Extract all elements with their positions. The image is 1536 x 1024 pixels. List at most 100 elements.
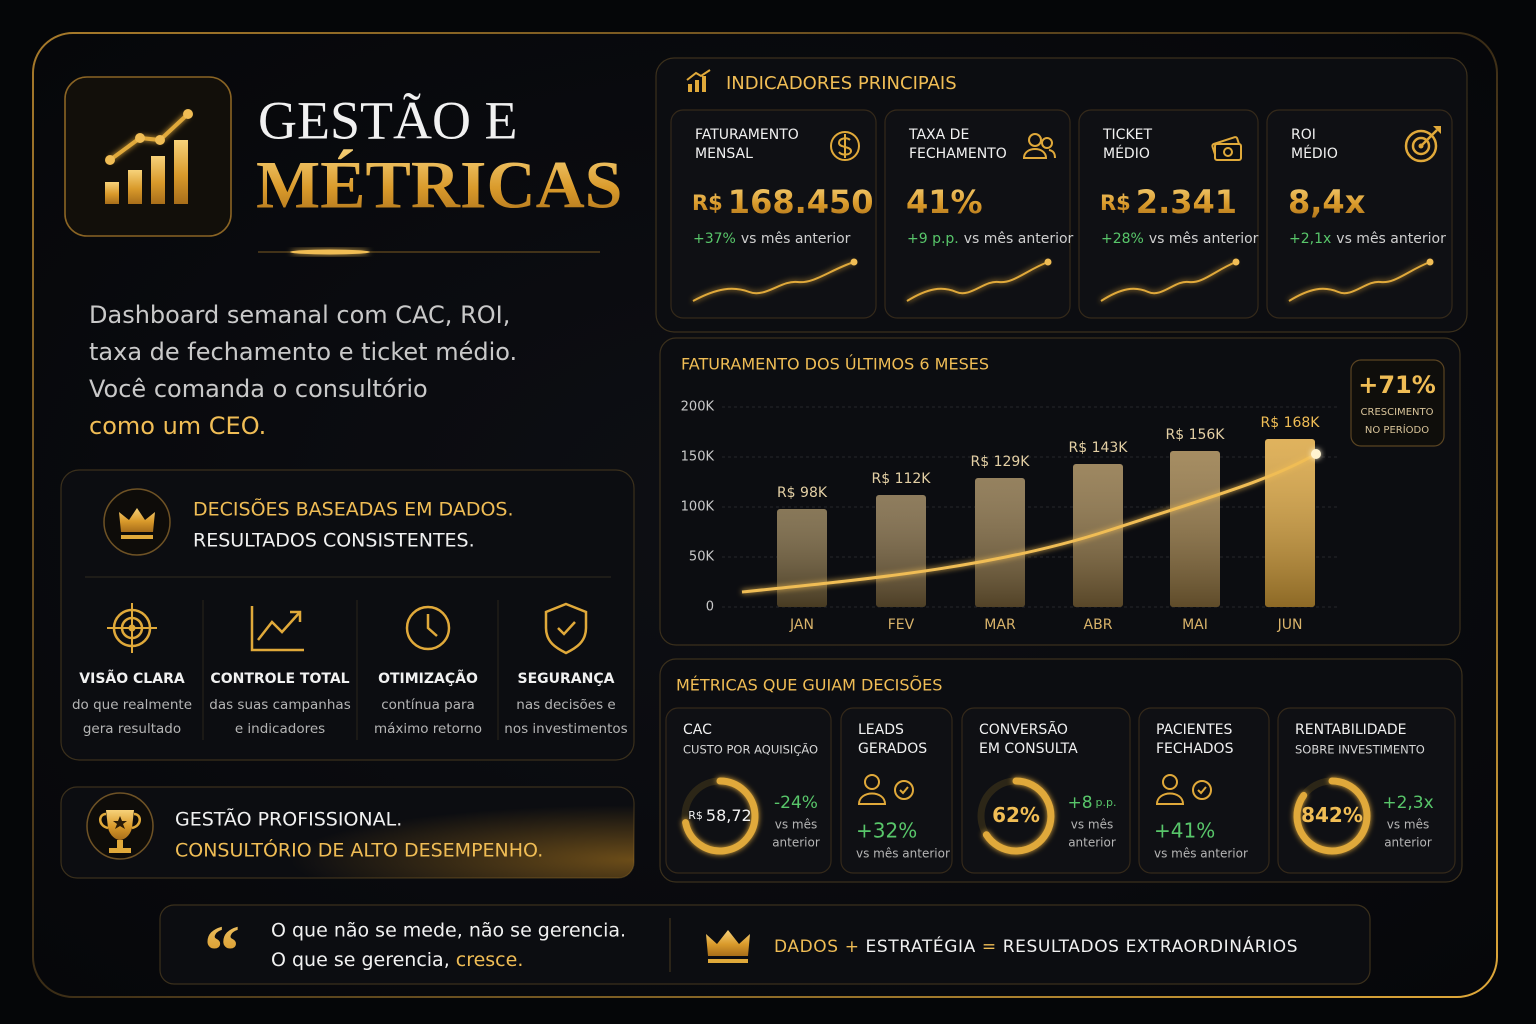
indicator-change: +2,1x [1289,231,1331,247]
icon-part [405,605,451,651]
sparkline [1288,261,1431,302]
bar-shade [1073,464,1123,607]
indicator-value: R$ 168.450 [692,183,874,221]
icon-part [686,69,711,81]
metric-change: +8 p.p. [1067,793,1116,813]
benefit-title: OTIMIZAÇÃO [378,670,478,687]
pro-panel-glow [61,787,634,878]
indicator-icon [1211,136,1242,161]
benefit-icon [107,603,157,653]
motto-part: RESULTADOS EXTRAORDINÁRIOS [1003,935,1298,957]
bar-value-label: R$ 143K [1069,440,1129,456]
indicator-label: FATURAMENTO [695,127,799,143]
indicator-change-line: +2,1x vs mês anterior [1289,231,1446,247]
bar-shade [1170,451,1220,607]
growth-label: NO PERÍODO [1365,423,1429,436]
icon-part [113,816,127,829]
icon-part [250,606,304,652]
bar-value-label: R$ 112K [872,471,932,487]
metric-card [840,707,953,874]
icon-part [155,135,165,145]
metric-title: FECHADOS [1156,741,1234,757]
y-tick-label: 0 [706,600,714,615]
benefit-desc: das suas campanhas [209,697,350,713]
icon-part [426,614,438,637]
benefit-desc: e indicadores [235,721,325,737]
indicator-value: 41% [906,183,983,221]
footer-panel [159,904,1371,985]
metric-note: vs mês anterior [856,847,950,861]
indicator-icon [830,131,860,161]
icon-part [119,508,155,532]
icon-part [864,774,880,790]
values-subheading: RESULTADOS CONSISTENTES. [193,530,475,552]
metric-change: +2,3x [1382,793,1433,813]
icon-part [688,84,692,92]
indicator-number: 41% [906,183,983,221]
bar-value-label: R$ 129K [971,454,1031,470]
pro-line-1: GESTÃO PROFISSIONAL. [175,808,402,831]
icon-part [1420,129,1438,147]
intro-line: taxa de fechamento e ticket médio. [89,338,517,366]
indicator-change: +37% [693,231,736,247]
metric-change: +41% [1154,819,1215,843]
metric-change-value: +2,3x [1382,793,1433,813]
sparkline [692,261,855,302]
icon-part [708,959,748,963]
metric-title: EM CONSULTA [979,741,1078,757]
underline-glow [290,249,370,255]
motto-part: + [845,937,860,957]
title-line-1: GESTÃO E [258,90,517,150]
sparkline-end [1426,258,1434,266]
icon-part [544,602,588,655]
pro-line-2: CONSULTÓRIO DE ALTO DESEMPENHO. [175,838,543,862]
crown-icon [119,508,155,539]
indicator-value: 8,4x [1288,183,1366,221]
indicators-title: INDICADORES PRINCIPAIS [726,73,957,94]
bar-shade [876,495,926,607]
indicator-label: TAXA DE [908,127,969,143]
sparkline [906,261,1049,302]
trend-end [1311,449,1321,459]
icon-part [105,155,115,165]
benefit-icon [250,606,304,652]
indicator-note: vs mês anterior [964,231,1074,247]
metric-title: RENTABILIDADE [1295,722,1407,738]
x-tick-label: MAR [984,617,1016,633]
icon-part [1162,774,1178,790]
icon-part [257,611,301,641]
icon-part [706,930,750,956]
benefit-icon [405,605,451,651]
indicator-label: FECHAMENTO [909,146,1007,162]
benefit-title: VISÃO CLARA [79,670,185,687]
icon-part [117,840,123,848]
icon-part [105,182,119,204]
gauge-arc [982,777,1055,855]
y-tick-label: 150K [681,450,715,465]
indicator-card [1266,109,1453,319]
bar-value-label: R$ 168K [1261,415,1321,431]
icon-part [557,621,576,636]
metric-icon [1155,774,1212,805]
indicator-note: vs mês anterior [1336,231,1446,247]
footer-crown [706,930,750,963]
benefit-title: CONTROLE TOTAL [210,671,349,687]
bar-shade [777,509,827,607]
gauge-value: 842% [1301,803,1363,827]
metric-note: vs mês [1071,818,1114,832]
icon-part [1223,147,1233,157]
icon-part [108,112,190,162]
gauge-arc [1293,777,1371,855]
benefit-desc: gera resultado [83,721,181,737]
indicator-card [884,109,1071,319]
indicator-prefix: R$ [1100,191,1131,215]
icon-part [151,156,165,204]
gauge-number: 62% [992,803,1040,827]
bar-value-label: R$ 98K [777,485,828,501]
icon-part [109,848,131,853]
motto-part: = [982,937,997,957]
x-tick-label: ABR [1084,617,1113,633]
metric-title: CONVERSÃO [979,721,1068,738]
sparkline-end [850,258,858,266]
